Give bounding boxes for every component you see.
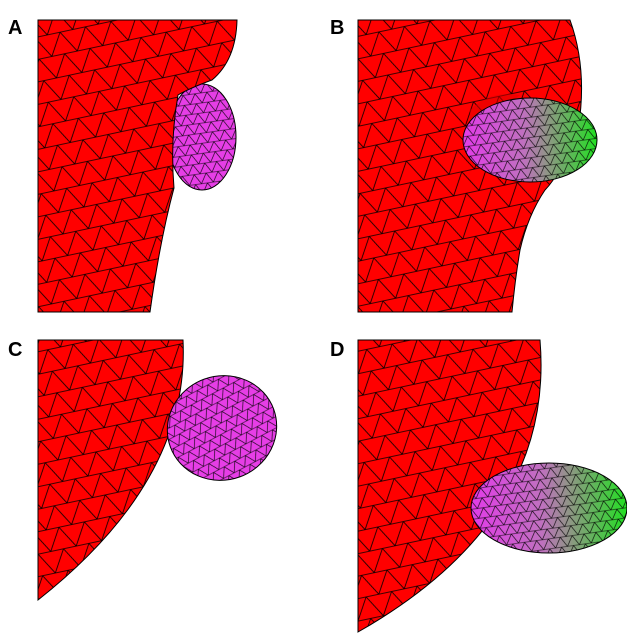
droplet-mesh: [168, 84, 236, 190]
panel-label: A: [8, 17, 22, 39]
panel-label: B: [330, 17, 344, 39]
panel-label: D: [330, 339, 344, 361]
panel-b: B: [330, 17, 597, 312]
page: A B C D (() => { const data = JSON.parse…: [0, 0, 627, 635]
panel-a: A: [8, 17, 237, 312]
figure: A B C D: [0, 0, 627, 635]
panel-label: C: [8, 339, 22, 361]
panel-c: C: [8, 339, 291, 600]
droplet-mesh: [471, 463, 627, 553]
panel-d: D: [330, 339, 627, 632]
body-mesh: [38, 340, 183, 600]
droplet-mesh: [463, 98, 597, 182]
